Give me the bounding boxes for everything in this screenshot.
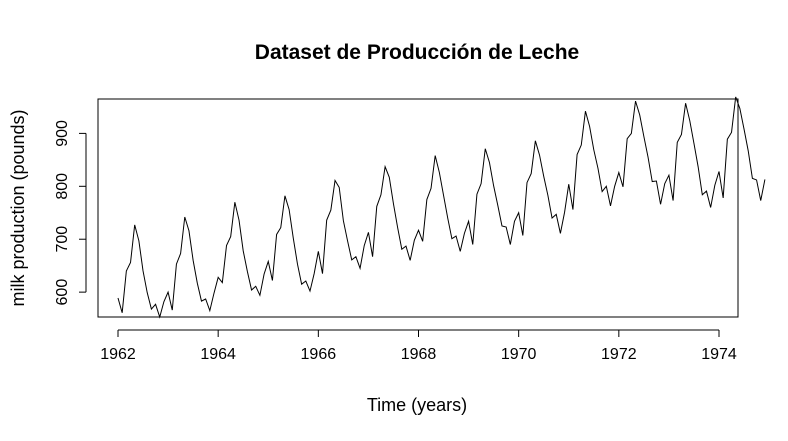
x-tick-label: 1962	[100, 346, 136, 363]
series-layer	[117, 96, 766, 319]
y-tick-label: 700	[54, 226, 71, 253]
x-axis-label: Time (years)	[367, 395, 467, 415]
x-tick-label: 1972	[601, 346, 637, 363]
x-tick-label: 1968	[401, 346, 437, 363]
y-tick-label: 600	[54, 279, 71, 306]
series-line-0	[117, 96, 766, 319]
x-tick-label: 1974	[701, 346, 737, 363]
x-tick-label: 1970	[501, 346, 537, 363]
x-axis: 1962 1964 1966 1968 1970 1972 1974	[100, 329, 737, 363]
y-tick-label: 800	[54, 173, 71, 200]
y-axis: 600 700 800 900	[54, 120, 87, 306]
x-tick-label: 1964	[200, 346, 236, 363]
plot-frame	[97, 98, 739, 318]
y-axis-label: milk production (pounds)	[8, 109, 28, 306]
y-tick-label: 900	[54, 120, 71, 147]
chart-title: Dataset de Producción de Leche	[255, 41, 579, 64]
x-tick-label: 1966	[301, 346, 337, 363]
